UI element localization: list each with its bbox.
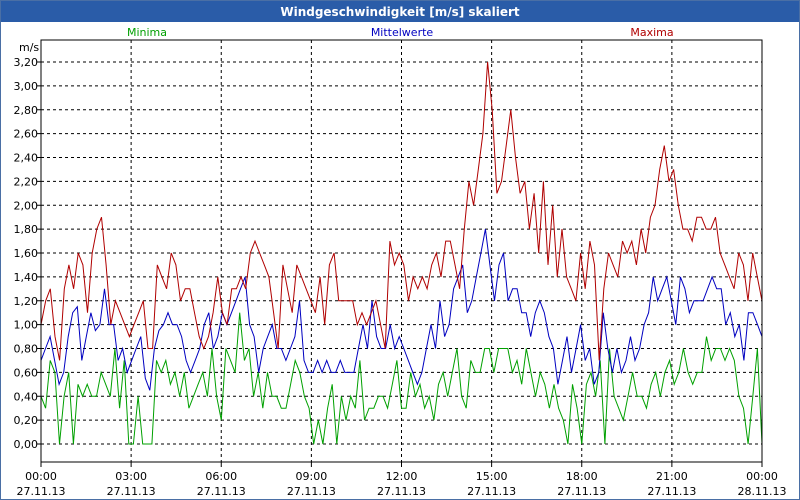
- y-axis-label: m/s: [19, 41, 39, 54]
- y-tick-label: 2,00: [14, 199, 39, 212]
- x-axis-ticks: 00:00 27.11.13 03:00 27.11.13 06:00 27.11.13 0…: [17, 462, 787, 498]
- x-tick-date: 27.11.13: [107, 485, 156, 498]
- y-tick-label: 0,40: [14, 390, 39, 403]
- grid-lines: [41, 40, 762, 462]
- x-tick-time: 15:00: [476, 470, 508, 483]
- y-tick-label: 0,00: [14, 438, 39, 451]
- y-tick-label: 0,20: [14, 414, 39, 427]
- y-tick-label: 2,20: [14, 175, 39, 188]
- x-tick-date: 27.11.13: [17, 485, 66, 498]
- x-tick-time: 00:00: [746, 470, 778, 483]
- x-tick-time: 03:00: [115, 470, 147, 483]
- y-tick-label: 0,60: [14, 366, 39, 379]
- y-tick-label: 1,80: [14, 223, 39, 236]
- x-tick-date: 27.11.13: [467, 485, 516, 498]
- x-tick-date: 27.11.13: [287, 485, 336, 498]
- x-tick-time: 00:00: [25, 470, 57, 483]
- series-line-mittelwerte: [40, 229, 763, 391]
- y-tick-label: 1,20: [14, 295, 39, 308]
- y-tick-label: 1,00: [14, 319, 39, 332]
- legend-minima: Minima: [127, 26, 167, 39]
- y-tick-label: 1,40: [14, 271, 39, 284]
- x-tick-time: 21:00: [656, 470, 688, 483]
- series-lines: [40, 61, 763, 445]
- x-tick-time: 12:00: [386, 470, 418, 483]
- x-tick-time: 18:00: [566, 470, 598, 483]
- y-tick-label: 2,80: [14, 104, 39, 117]
- legend-mittelwerte: Mittelwerte: [371, 26, 434, 39]
- x-tick-time: 06:00: [205, 470, 237, 483]
- legend-maxima: Maxima: [630, 26, 673, 39]
- series-line-minima: [40, 312, 763, 445]
- x-tick-date: 28.11.13: [738, 485, 787, 498]
- y-tick-label: 3,00: [14, 80, 39, 93]
- y-tick-label: 2,40: [14, 152, 39, 165]
- x-tick-date: 27.11.13: [377, 485, 426, 498]
- y-tick-label: 2,60: [14, 128, 39, 141]
- x-tick-date: 27.11.13: [647, 485, 696, 498]
- title-bar-bg: [1, 1, 799, 22]
- y-axis-ticks: 0,00 0,20 0,40 0,60 0,80 1,00 1,20 1,40 1,60 1,80…: [14, 56, 41, 451]
- x-tick-time: 09:00: [296, 470, 328, 483]
- x-tick-date: 27.11.13: [197, 485, 246, 498]
- y-tick-label: 3,20: [14, 56, 39, 69]
- y-tick-label: 1,60: [14, 247, 39, 260]
- chart-title-text: Windgeschwindigkeit [m/s] skaliert: [280, 5, 520, 19]
- y-tick-label: 0,80: [14, 343, 39, 356]
- plot-frame: [40, 39, 763, 463]
- x-tick-date: 27.11.13: [557, 485, 606, 498]
- series-line-maxima: [40, 61, 763, 361]
